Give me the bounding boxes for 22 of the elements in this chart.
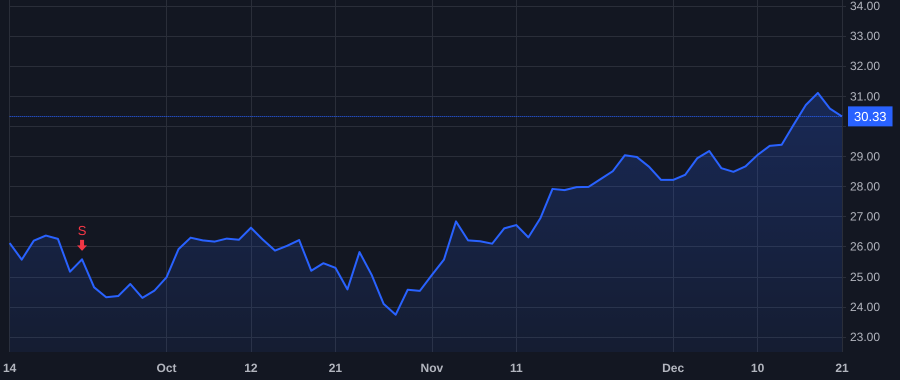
y-tick-label: 31.00	[850, 89, 880, 104]
annotation: S	[78, 222, 87, 238]
y-tick-label: 26.00	[850, 240, 880, 254]
x-tick-label: Oct	[156, 361, 176, 375]
x-tick-label: 14	[2, 361, 17, 375]
y-tick-label: 24.00	[850, 300, 880, 314]
x-tick-label: 11	[510, 361, 523, 375]
x-tick-label: Dec	[662, 361, 684, 375]
y-tick-label: 32.00	[850, 59, 880, 74]
x-tick-label: Nov	[420, 361, 444, 375]
y-tick-label: 25.00	[850, 270, 880, 284]
x-tick-label: 10	[750, 361, 765, 375]
ref-line-label: 30.33	[854, 108, 887, 124]
y-tick-label: 23.00	[850, 330, 880, 344]
x-tick-label: 21	[835, 361, 849, 375]
y-tick-label: 28.00	[850, 180, 880, 194]
y-tick-label: 27.00	[850, 210, 880, 224]
x-tick-label: 21	[328, 361, 342, 375]
y-tick-label: 34.00	[850, 0, 880, 14]
x-tick-label: 12	[244, 361, 258, 375]
y-tick-label: 33.00	[850, 29, 880, 44]
y-tick-label: 29.00	[850, 149, 880, 164]
